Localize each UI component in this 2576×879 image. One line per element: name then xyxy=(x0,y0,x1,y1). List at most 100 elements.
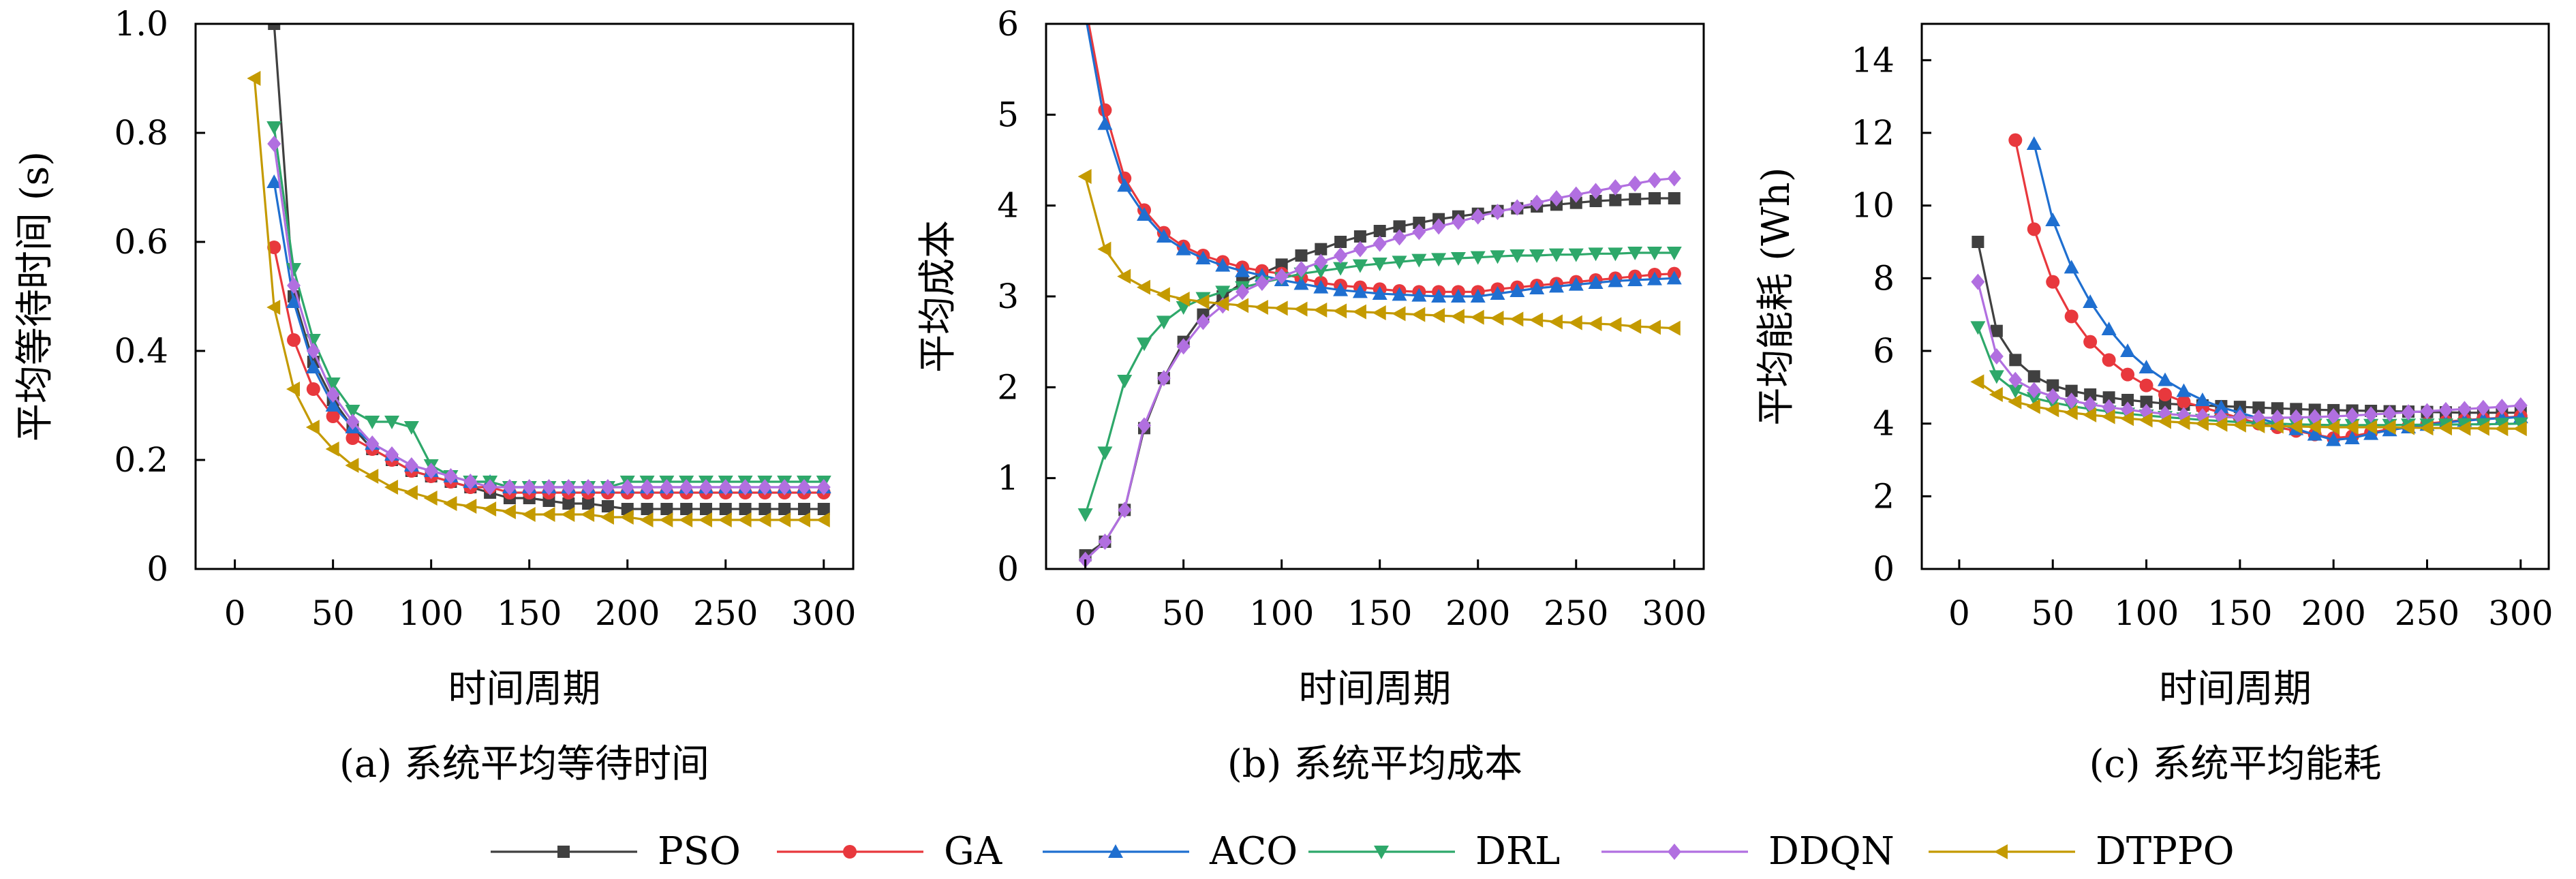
x-tick-label: 300 xyxy=(1642,593,1706,633)
x-tick-label: 150 xyxy=(2207,593,2272,633)
data-point-ddqn xyxy=(1647,172,1661,189)
data-point-pso xyxy=(2084,388,2097,401)
y-tick-label: 0.8 xyxy=(114,113,168,153)
y-tick-label: 3 xyxy=(997,277,1019,316)
data-point-dtppo xyxy=(2475,420,2489,436)
data-point-aco xyxy=(1156,229,1171,243)
data-point-aco xyxy=(2101,322,2117,335)
data-point-pso xyxy=(641,503,654,515)
data-point-aco xyxy=(1568,277,1584,291)
y-axis-label: 平均等待时间 (s) xyxy=(13,151,57,442)
data-point-ddqn xyxy=(581,479,596,495)
data-point-pso xyxy=(797,503,810,515)
data-point-ddqn xyxy=(1098,534,1112,550)
data-point-aco xyxy=(286,294,302,308)
data-point-ddqn xyxy=(1137,417,1152,434)
data-point-dtppo xyxy=(1529,312,1544,328)
x-tick-label: 0 xyxy=(1948,593,1970,633)
data-point-ddqn xyxy=(1667,170,1681,187)
data-point-dtppo xyxy=(659,512,673,527)
y-tick-label: 1 xyxy=(997,459,1019,498)
data-point-ddqn xyxy=(2495,399,2509,416)
data-point-dtppo xyxy=(1970,374,1984,390)
x-tick-label: 100 xyxy=(1249,593,1314,633)
data-point-ddqn xyxy=(2027,382,2041,399)
data-point-aco xyxy=(1450,289,1466,303)
y-tick-label: 0 xyxy=(1873,549,1895,589)
data-point-dtppo xyxy=(1293,301,1308,317)
data-point-dtppo xyxy=(325,442,339,457)
data-point-drl xyxy=(1989,370,2004,384)
data-point-drl xyxy=(1450,252,1466,266)
data-point-pso xyxy=(2009,354,2022,367)
legend: PSO GA ACO DRL DDQN DTPPO xyxy=(491,829,2235,874)
data-point-aco xyxy=(1608,273,1623,288)
data-point-ga xyxy=(346,431,360,445)
data-point-dtppo xyxy=(2213,416,2228,432)
data-point-dtppo xyxy=(2101,409,2115,425)
data-point-pso xyxy=(268,24,281,30)
data-point-dtppo xyxy=(796,512,810,527)
data-point-aco xyxy=(2194,392,2210,406)
data-point-ga xyxy=(2027,222,2041,236)
y-tick-label: 4 xyxy=(1873,404,1895,444)
data-point-dtppo xyxy=(1352,304,1366,320)
data-point-drl xyxy=(1215,286,1231,300)
legend-marker-ddqn xyxy=(1668,844,1681,860)
data-point-dtppo xyxy=(816,512,830,527)
data-point-drl xyxy=(1529,249,1545,263)
data-point-aco xyxy=(2213,399,2229,414)
data-point-dtppo xyxy=(698,512,712,527)
data-point-ddqn xyxy=(1196,313,1210,330)
legend-item-aco: ACO xyxy=(1043,829,1298,874)
data-point-drl xyxy=(384,416,400,429)
data-point-dtppo xyxy=(1548,314,1563,330)
data-point-dtppo xyxy=(2457,420,2471,436)
data-point-drl xyxy=(266,121,282,135)
data-point-ga xyxy=(2008,133,2023,147)
data-point-aco xyxy=(1195,251,1211,264)
data-point-dtppo xyxy=(1313,303,1328,318)
data-point-dtppo xyxy=(2419,420,2434,436)
panel-caption: (b) 系统平均成本 xyxy=(1227,742,1522,786)
data-point-ddqn xyxy=(306,343,320,359)
y-tick-label: 4 xyxy=(997,186,1019,226)
data-point-ddqn xyxy=(2345,407,2359,424)
x-tick-label: 0 xyxy=(1075,593,1097,633)
data-point-ddqn xyxy=(2438,401,2453,418)
data-point-drl xyxy=(2026,392,2042,406)
x-tick-label: 50 xyxy=(311,593,355,633)
data-point-ddqn xyxy=(1608,179,1623,196)
data-point-dtppo xyxy=(1235,298,1249,313)
data-point-pso xyxy=(562,497,575,510)
data-point-ddqn xyxy=(1569,186,1583,203)
series-line-ga xyxy=(273,247,824,494)
data-point-pso xyxy=(1373,225,1386,237)
data-point-pso xyxy=(1972,236,1984,248)
data-point-ddqn xyxy=(699,479,713,495)
data-point-dtppo xyxy=(1431,308,1445,323)
data-point-ddqn xyxy=(1176,338,1191,355)
y-tick-label: 14 xyxy=(1851,40,1895,80)
y-tick-label: 2 xyxy=(997,367,1019,407)
data-point-dtppo xyxy=(2401,420,2415,435)
data-point-ddqn xyxy=(1510,199,1524,216)
data-point-ga xyxy=(306,382,320,396)
data-point-aco xyxy=(266,174,282,188)
data-point-dtppo xyxy=(2326,420,2340,435)
data-point-aco xyxy=(1470,289,1486,303)
data-point-ddqn xyxy=(660,479,674,495)
x-axis-label: 时间周期 xyxy=(2159,667,2312,711)
legend-marker-dtppo xyxy=(1994,844,2008,859)
data-point-drl xyxy=(1470,251,1486,265)
data-point-ga xyxy=(2177,395,2191,409)
data-point-dtppo xyxy=(286,382,301,397)
data-point-dtppo xyxy=(679,512,693,527)
data-point-ddqn xyxy=(1971,273,1985,290)
data-point-drl xyxy=(1097,446,1113,461)
x-tick-label: 200 xyxy=(595,593,660,633)
data-point-dtppo xyxy=(1195,294,1210,309)
data-point-aco xyxy=(2120,343,2136,357)
data-point-ga xyxy=(287,333,301,347)
data-point-dtppo xyxy=(600,510,614,525)
